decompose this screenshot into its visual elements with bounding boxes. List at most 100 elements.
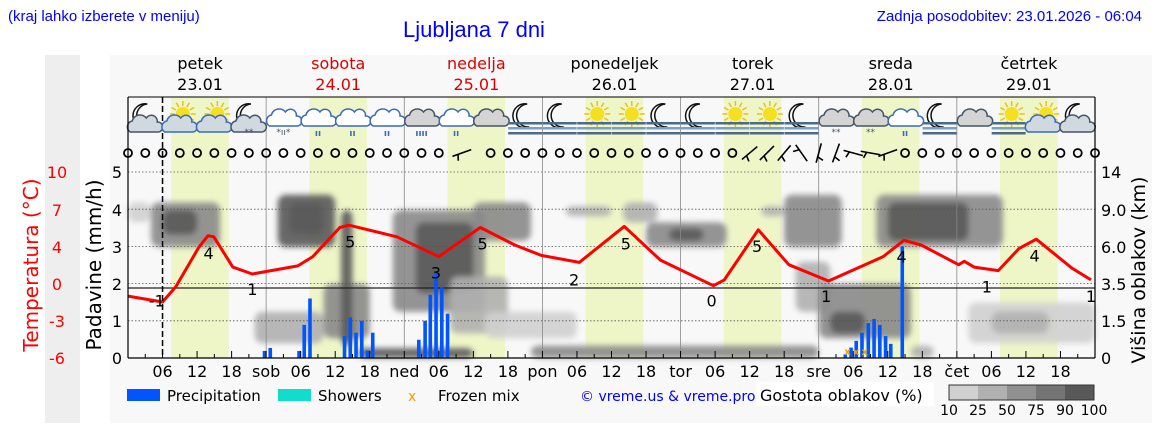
calm-wind-icon (226, 148, 237, 158)
calm-wind-icon (1038, 148, 1049, 158)
temperature-tick: 0 (52, 275, 62, 294)
page-title: Ljubljana 7 dni (403, 17, 545, 42)
sun-ray (1052, 106, 1058, 111)
sun-ray (762, 102, 767, 108)
fog-line (715, 132, 750, 135)
rain-marks: ıı (384, 129, 390, 139)
cloud-cell (761, 206, 785, 217)
sun-ray (758, 117, 764, 122)
fog-line (646, 127, 681, 130)
cloud-height-axis-label: Višina oblakov (km) (1128, 177, 1150, 364)
x-tick-label: čet (944, 362, 969, 381)
precipitation-axis-label: Padavine (mm/h) (82, 179, 106, 350)
fog-line (749, 132, 784, 135)
calm-wind-icon (140, 148, 151, 158)
precipitation-bar (445, 313, 450, 358)
fog-line (508, 122, 543, 125)
calm-wind-icon (969, 148, 980, 158)
x-tick-label: 12 (601, 362, 621, 381)
calm-wind-icon (986, 148, 997, 158)
precipitation-bar (878, 324, 882, 358)
precipitation-bar (365, 350, 370, 358)
day-name: torek (732, 54, 774, 73)
legend-showers-swatch (278, 389, 311, 401)
temperature-label: 4 (1029, 246, 1039, 265)
calm-wind-icon (951, 148, 962, 158)
cloud-cell (415, 222, 474, 294)
snow-marks: ** (831, 128, 841, 138)
sun-ray (741, 106, 748, 111)
day-name: petek (177, 54, 223, 73)
calm-wind-icon (347, 148, 358, 158)
fog-line (611, 122, 646, 125)
sun-fog-icon (715, 101, 750, 135)
precipitation-bar (872, 318, 876, 358)
moon-fog-icon (542, 103, 577, 135)
x-tick-label: 06 (981, 362, 1001, 381)
sun-ray (1015, 102, 1019, 108)
cloud-cell (887, 202, 969, 241)
fog-line (646, 122, 681, 125)
calm-wind-icon (606, 148, 617, 158)
temperature-label: 1 (821, 287, 831, 306)
day-date: 26.01 (592, 75, 638, 94)
precipitation-bar (262, 350, 267, 358)
sun-ray (728, 102, 733, 108)
temperature-tick: -6 (49, 349, 65, 368)
temperature-label: 0 (707, 292, 717, 311)
sun-cloud-icon (195, 101, 233, 133)
cloud-height-tick: 14 (1101, 163, 1121, 182)
density-scale-label: 25 (969, 403, 987, 419)
fog-line (749, 122, 784, 125)
wind-barb-icon (741, 145, 758, 162)
precipitation-tick: 2 (112, 275, 122, 294)
calm-wind-icon (641, 148, 651, 158)
sun-fog-icon (749, 101, 784, 135)
fog-line (542, 122, 577, 125)
sun-disc (728, 107, 743, 121)
wind-barb-icon (815, 143, 824, 163)
wind-barb-icon (860, 150, 881, 159)
copyright-link[interactable]: © vreme.us & vreme.pro (580, 389, 755, 405)
fog-line (542, 132, 577, 135)
calm-wind-icon (433, 148, 444, 158)
rain-marks: ıı (902, 129, 908, 139)
calm-wind-icon (727, 148, 738, 158)
cloud-cell (669, 228, 704, 241)
precipitation-bar (268, 347, 273, 358)
fog-line (715, 122, 750, 125)
x-tick-label: 06 (567, 362, 587, 381)
weather-icons-row: ** *ıı* ıı ıı ıı ıııı ıı ** ** ıı (126, 101, 1096, 139)
calm-wind-icon (192, 148, 202, 158)
sun-ray (635, 102, 639, 108)
location-hint[interactable]: (kraj lahko izberete v meniju) (8, 8, 200, 25)
temperature-line (127, 223, 1092, 304)
wind-barb-flag (763, 155, 768, 162)
fog-line (784, 132, 819, 135)
calm-wind-icon (520, 148, 531, 158)
wind-barb-icon (792, 144, 808, 162)
precipitation-bar (866, 323, 871, 358)
x-tick-label: 06 (152, 362, 172, 381)
day-date: 25.01 (453, 75, 499, 94)
frozen-mix-marker: x (844, 347, 851, 358)
temperature-label: 4 (203, 244, 213, 263)
fog-line (508, 132, 543, 135)
precipitation-bar (308, 298, 312, 358)
cloud-cell (254, 311, 324, 344)
x-tick-label: 18 (360, 362, 380, 381)
wind-barb-shaft (831, 143, 841, 163)
precipitation-tick: 3 (112, 238, 122, 257)
legend: Precipitation Showers x Frozen mix © vre… (127, 382, 1107, 419)
cloud-cell (784, 194, 842, 247)
legend-precipitation-swatch (127, 389, 160, 401)
sun-ray (758, 106, 764, 111)
x-tick-label: 12 (739, 362, 759, 381)
moon-fog-icon (922, 103, 957, 135)
sun-ray (585, 106, 591, 111)
precipitation-tick: 1 (112, 312, 122, 331)
moon-cloud-icon (126, 103, 164, 133)
sun-ray (600, 102, 605, 108)
calm-wind-icon (1003, 148, 1014, 158)
wind-barb-shaft (777, 144, 792, 162)
